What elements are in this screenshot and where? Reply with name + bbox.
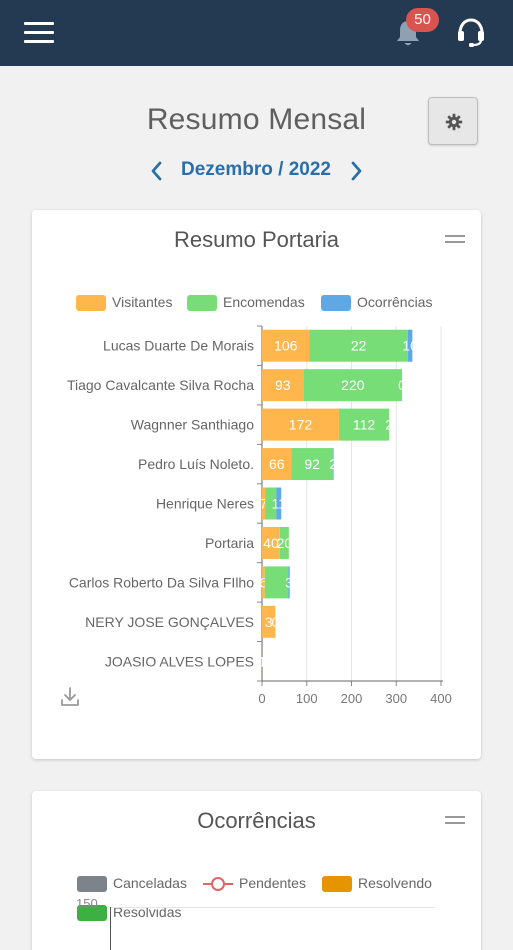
bar-segment-encomendas <box>264 566 289 599</box>
x-tick-label: 400 <box>430 691 452 706</box>
month-label: Dezembro / 2022 <box>181 159 331 180</box>
portaria-card-title: Resumo Portaria <box>173 227 340 252</box>
bar-value-label: 2 <box>329 456 337 472</box>
ocorrencias-card: Ocorrências Canceladas Pendentes Resolve… <box>32 791 481 950</box>
portaria-card: Resumo Portaria Visitantes Encomendas Oc… <box>32 210 481 759</box>
card-menu-icon[interactable] <box>445 816 465 826</box>
legend-label: Pendentes <box>239 875 306 891</box>
headset-icon[interactable] <box>456 16 486 48</box>
bar-segment-ocorrências <box>288 566 290 599</box>
chart-y-axis <box>110 907 111 950</box>
legend-label: Resolvendo <box>358 875 432 891</box>
bar-segment-ocorrências <box>407 329 413 362</box>
x-tick-label: 0 <box>258 691 265 706</box>
bar-segment-ocorrências <box>276 487 282 520</box>
bar-value-label: 92 <box>304 456 320 472</box>
chevron-right-icon[interactable] <box>349 160 365 182</box>
menu-icon[interactable] <box>24 22 54 44</box>
legend-swatch <box>322 876 352 892</box>
x-tick-label: 300 <box>385 691 407 706</box>
download-icon[interactable] <box>60 686 80 708</box>
bar-value-label: 22 <box>351 338 367 354</box>
gear-icon <box>445 113 463 131</box>
legend-swatch <box>76 295 106 311</box>
legend-swatch <box>77 876 107 892</box>
category-label: Lucas Duarte De Morais <box>103 338 254 354</box>
bar-segment-encomendas <box>303 369 403 402</box>
card-menu-icon[interactable] <box>445 235 465 245</box>
bar-value-label: 93 <box>275 377 291 393</box>
bar-value-label: 66 <box>269 456 285 472</box>
bar-value-label: 6 <box>259 574 267 590</box>
legend-label: Visitantes <box>112 294 173 310</box>
bar-segment-encomendas <box>309 329 408 362</box>
bar-segment-encomendas <box>291 448 333 481</box>
bar-value-label: 3 <box>265 614 273 630</box>
bar-value-label: 2 <box>385 417 393 433</box>
x-tick-label: 200 <box>341 691 363 706</box>
bar-segment-encomendas <box>338 408 390 441</box>
bar-value-label: 106 <box>274 338 298 354</box>
bar-segment-encomendas <box>279 526 289 559</box>
bar-value-label: 7 <box>260 496 268 512</box>
bar-value-label: 20 <box>277 535 293 551</box>
page-title-text: Resumo Mensal <box>146 103 367 136</box>
y-tick-label: 150 <box>76 896 98 911</box>
bar-value-label: 40 <box>263 535 279 551</box>
bar-segment-visitantes <box>262 526 280 559</box>
month-navigator: Dezembro / 2022 <box>0 158 513 184</box>
settings-button[interactable] <box>428 97 478 145</box>
bar-segment-visitantes <box>262 448 292 481</box>
x-tick-label: 100 <box>296 691 318 706</box>
category-label: NERY JOSE GONÇALVES <box>85 614 254 630</box>
bar-segment-encomendas <box>265 487 277 520</box>
bar-segment-visitantes <box>262 329 310 362</box>
category-label: Henrique Neres <box>156 496 254 512</box>
category-label: Carlos Roberto Da Silva FIlho <box>69 574 254 590</box>
legend-label: Resolvidas <box>113 904 182 920</box>
legend-swatch <box>187 295 217 311</box>
bar-segment-visitantes <box>262 605 276 638</box>
category-label: Pedro Luís Noleto. <box>138 456 254 472</box>
bar-value-label: 1 <box>258 653 266 669</box>
legend-swatch <box>321 295 351 311</box>
bar-segment-visitantes <box>262 487 266 520</box>
legend-label: Canceladas <box>113 875 187 891</box>
bar-value-label: 11 <box>272 496 287 512</box>
category-label: Tiago Cavalcante Silva Rocha <box>67 377 254 393</box>
bar-segment-visitantes <box>262 566 265 599</box>
bar-value-label: 0 <box>272 614 280 630</box>
legend-line-marker <box>203 877 233 891</box>
legend-swatch <box>77 905 107 921</box>
top-bar: 50 <box>0 0 513 66</box>
notification-badge[interactable]: 50 <box>406 8 439 32</box>
legend-label: Encomendas <box>223 294 305 310</box>
page-title: Resumo Mensal <box>0 103 513 137</box>
bar-value-label: 10 <box>402 338 418 354</box>
bar-segment-ocorrências <box>332 448 334 481</box>
bar-value-label: 112 <box>353 417 376 433</box>
category-label: Wagnner Santhiago <box>131 417 254 433</box>
bar-value-label: 172 <box>289 417 313 433</box>
bar-value-label: 1 <box>259 653 267 669</box>
bar-value-label: 0 <box>398 377 406 393</box>
bar-value-label: 220 <box>341 377 365 393</box>
chart-top-gridline <box>110 907 435 908</box>
bar-segment-visitantes <box>262 408 339 441</box>
ocorrencias-card-title: Ocorrências <box>197 808 316 833</box>
bar-segment-visitantes <box>262 369 304 402</box>
category-label: JOASIO ALVES LOPES <box>105 653 254 669</box>
chevron-left-icon[interactable] <box>148 160 164 182</box>
bar-value-label: 3 <box>285 574 293 590</box>
category-label: Portaria <box>205 535 254 551</box>
legend-label: Ocorrências <box>357 294 433 310</box>
